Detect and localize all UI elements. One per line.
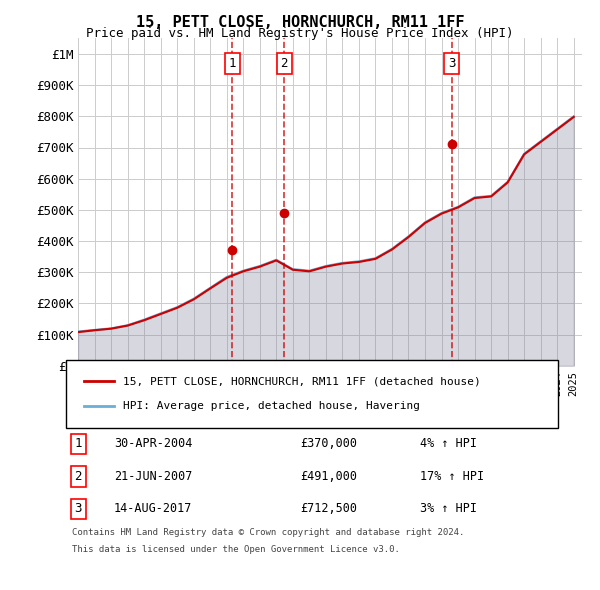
Text: 2: 2 xyxy=(74,470,82,483)
Text: 3% ↑ HPI: 3% ↑ HPI xyxy=(420,502,477,516)
Text: This data is licensed under the Open Government Licence v3.0.: This data is licensed under the Open Gov… xyxy=(72,545,400,553)
Text: 1: 1 xyxy=(74,437,82,451)
Text: 1: 1 xyxy=(229,57,236,70)
Text: 30-APR-2004: 30-APR-2004 xyxy=(114,437,193,451)
Text: HPI: Average price, detached house, Havering: HPI: Average price, detached house, Have… xyxy=(123,401,420,411)
Text: 3: 3 xyxy=(448,57,455,70)
Text: 15, PETT CLOSE, HORNCHURCH, RM11 1FF (detached house): 15, PETT CLOSE, HORNCHURCH, RM11 1FF (de… xyxy=(123,376,481,386)
Text: 17% ↑ HPI: 17% ↑ HPI xyxy=(420,470,484,483)
Text: 14-AUG-2017: 14-AUG-2017 xyxy=(114,502,193,516)
Text: 2: 2 xyxy=(280,57,288,70)
Text: 4% ↑ HPI: 4% ↑ HPI xyxy=(420,437,477,451)
Text: Contains HM Land Registry data © Crown copyright and database right 2024.: Contains HM Land Registry data © Crown c… xyxy=(72,528,464,537)
Text: £491,000: £491,000 xyxy=(300,470,357,483)
Text: 3: 3 xyxy=(74,502,82,516)
Text: 21-JUN-2007: 21-JUN-2007 xyxy=(114,470,193,483)
Text: £712,500: £712,500 xyxy=(300,502,357,516)
Text: Price paid vs. HM Land Registry's House Price Index (HPI): Price paid vs. HM Land Registry's House … xyxy=(86,27,514,40)
Text: £370,000: £370,000 xyxy=(300,437,357,451)
Text: 15, PETT CLOSE, HORNCHURCH, RM11 1FF: 15, PETT CLOSE, HORNCHURCH, RM11 1FF xyxy=(136,15,464,30)
